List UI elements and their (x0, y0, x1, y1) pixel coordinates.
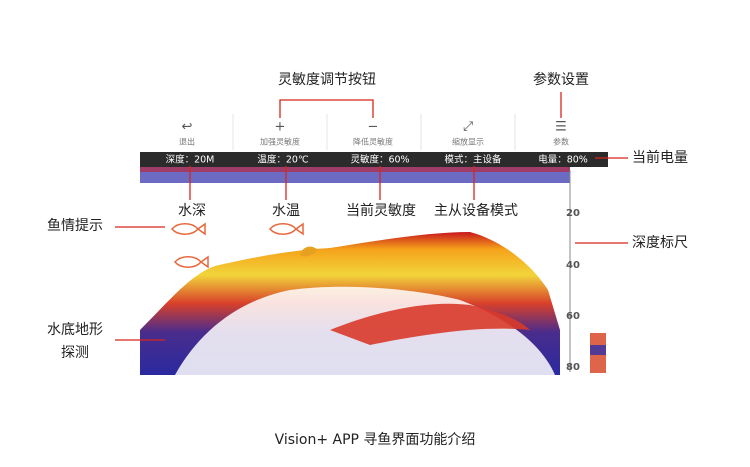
fish-arch (300, 246, 318, 257)
depth-tick: 80 (566, 362, 580, 373)
toolbar: ↩ + − ⤢ ☰ 退出 加强灵敏度 降低灵敏度 缩放显示 参数 (140, 112, 608, 152)
toolbar-label[interactable]: 参数 (553, 137, 569, 147)
annotation: 当前灵敏度 (346, 202, 416, 219)
toolbar-bg (140, 112, 608, 152)
leader-line (279, 99, 374, 118)
surface-clutter (140, 167, 570, 172)
annotation: 当前电量 (632, 149, 688, 166)
terrain-layer (330, 303, 530, 345)
status-item: 深度：20M (166, 154, 215, 166)
status-item: 模式：主设备 (444, 154, 502, 166)
depth-tick: 40 (566, 260, 580, 271)
status-item: 电量：80% (538, 154, 588, 166)
depth-tick: 20 (566, 208, 580, 219)
annotation: 水深 (178, 203, 206, 219)
plus-icon[interactable]: + (275, 120, 286, 135)
status-bar (140, 152, 608, 167)
annotation: 水温 (272, 203, 300, 219)
toolbar-label[interactable]: 缩放显示 (452, 137, 484, 147)
annotation: 探测 (61, 345, 89, 361)
status-item: 灵敏度：60% (350, 154, 409, 166)
minus-icon[interactable]: − (368, 120, 379, 135)
zoom-icon[interactable]: ⤢ (463, 120, 473, 135)
toolbar-label[interactable]: 加强灵敏度 (260, 137, 300, 147)
signal-bar (590, 345, 606, 355)
annotation: 水底地形 (47, 322, 103, 338)
fish-icon (269, 222, 304, 236)
fish-icon (171, 222, 206, 236)
fish-icon (174, 255, 209, 269)
settings-icon[interactable]: ☰ (555, 120, 567, 135)
annotation: 主从设备模式 (434, 202, 518, 219)
annotation: 深度标尺 (632, 235, 688, 251)
caption: Vision+ APP 寻鱼界面功能介绍 (275, 431, 476, 448)
toolbar-label[interactable]: 退出 (179, 137, 195, 147)
annotation: 灵敏度调节按钮 (278, 72, 376, 88)
sonar-view: 20 40 60 80 (140, 167, 608, 375)
toolbar-label[interactable]: 降低灵敏度 (353, 137, 393, 147)
fish-icons (171, 222, 304, 269)
exit-icon[interactable]: ↩ (182, 120, 193, 135)
annotation: 鱼情提示 (47, 217, 103, 234)
annotation: 参数设置 (533, 71, 589, 88)
depth-tick: 60 (566, 311, 580, 322)
status-item: 温度：20℃ (257, 154, 309, 166)
